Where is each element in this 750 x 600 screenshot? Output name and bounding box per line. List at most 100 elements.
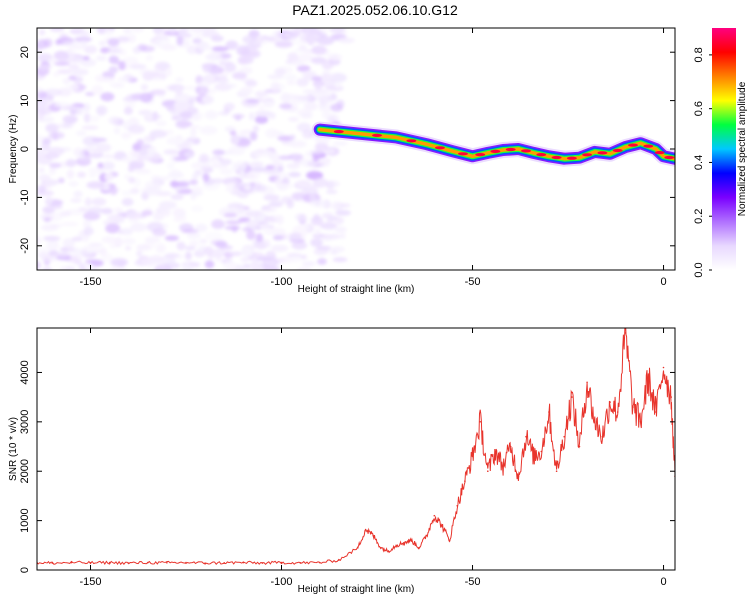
noise-blob [245, 99, 259, 104]
noise-blob [273, 235, 284, 241]
x-tick-label: -50 [465, 276, 481, 288]
noise-blob [144, 236, 161, 244]
y-tick-label: -20 [19, 238, 31, 254]
snr-y-axis-label: SNR (10 * v/v) [8, 417, 19, 481]
noise-blob [84, 197, 92, 207]
noise-blob [150, 175, 161, 181]
noise-blob [288, 171, 301, 178]
noise-blob [302, 89, 316, 94]
noise-blob [136, 244, 151, 251]
noise-blob [82, 56, 90, 61]
noise-blob [160, 207, 171, 217]
noise-blob [305, 186, 317, 195]
noise-blob [199, 88, 210, 94]
snr-point [578, 445, 581, 448]
noise-blob [199, 28, 217, 32]
noise-blob [318, 103, 333, 113]
snr-point [601, 435, 604, 438]
ridge-peak [406, 139, 417, 143]
noise-blob [163, 31, 180, 36]
noise-blob [128, 150, 141, 157]
noise-blob [250, 167, 268, 172]
noise-blob [94, 74, 105, 83]
noise-blob [329, 73, 347, 83]
noise-blob [187, 232, 201, 240]
noise-blob [211, 178, 225, 184]
noise-blob [55, 253, 71, 258]
noise-blob [253, 125, 259, 133]
noise-blob [288, 140, 307, 148]
noise-blob [317, 96, 334, 103]
noise-blob [37, 91, 48, 98]
noise-blob [57, 69, 73, 75]
noise-blob [211, 46, 229, 52]
noise-blob [274, 40, 293, 48]
noise-blob [155, 120, 167, 127]
noise-blob [265, 164, 275, 170]
noise-blob [66, 169, 75, 179]
snr-point [280, 561, 283, 564]
noise-blob [139, 45, 155, 52]
noise-blob [45, 123, 59, 133]
noise-blob [108, 116, 121, 125]
noise-blob [173, 101, 192, 109]
noise-blob [155, 191, 172, 197]
noise-blob [329, 201, 342, 210]
noise-blob [173, 156, 189, 161]
noise-blob [327, 117, 335, 124]
noise-blob [242, 35, 257, 44]
snr-line-layer [37, 328, 675, 566]
noise-blob [166, 136, 185, 146]
noise-blob [325, 180, 335, 190]
noise-blob [189, 240, 200, 247]
noise-blob [37, 236, 42, 245]
snr-x-axis-label: Height of straight line (km) [298, 584, 415, 595]
noise-blob [199, 153, 209, 163]
noise-blob [195, 223, 208, 233]
noise-region [37, 28, 355, 270]
noise-blob [37, 149, 47, 159]
noise-blob [279, 103, 293, 110]
noise-blob [128, 33, 137, 43]
noise-blob [254, 241, 267, 250]
noise-blob [246, 170, 260, 181]
noise-blob [37, 99, 48, 108]
noise-blob [86, 181, 105, 189]
snr-point [441, 524, 443, 527]
noise-blob [311, 199, 330, 208]
noise-blob [117, 230, 124, 234]
noise-blob [236, 45, 250, 56]
page-title: PAZ1.2025.052.06.10.G12 [292, 2, 458, 18]
noise-blob [53, 101, 70, 108]
noise-blob [173, 216, 187, 223]
ridge-peak [612, 148, 623, 153]
noise-blob [205, 75, 216, 82]
spectrogram-y-axis-label: Frequency (Hz) [8, 115, 19, 184]
noise-blob [296, 108, 312, 117]
noise-blob [248, 112, 255, 121]
noise-blob [103, 28, 114, 36]
noise-blob [64, 266, 76, 270]
snr-point [456, 505, 459, 507]
noise-blob [68, 75, 77, 81]
noise-blob [204, 231, 223, 241]
noise-blob [330, 103, 344, 112]
noise-blob [309, 193, 316, 203]
colorbar-tick-label: 0.8 [693, 47, 705, 62]
noise-blob [296, 53, 314, 63]
noise-blob [117, 76, 130, 83]
noise-blob [314, 142, 329, 152]
noise-blob [326, 189, 338, 194]
noise-blob [254, 35, 265, 44]
snr-point [357, 547, 359, 549]
noise-blob [311, 45, 327, 55]
ridge-peak [654, 151, 665, 155]
noise-blob [121, 190, 133, 196]
noise-blob [269, 228, 284, 235]
noise-blob [152, 111, 159, 122]
snr-point [147, 561, 149, 564]
snr-panel: -150 -100 -50 0 0 1000 2000 3000 4000 Height of… [8, 327, 676, 595]
noise-blob [125, 246, 132, 251]
ridge-peak [664, 155, 675, 160]
